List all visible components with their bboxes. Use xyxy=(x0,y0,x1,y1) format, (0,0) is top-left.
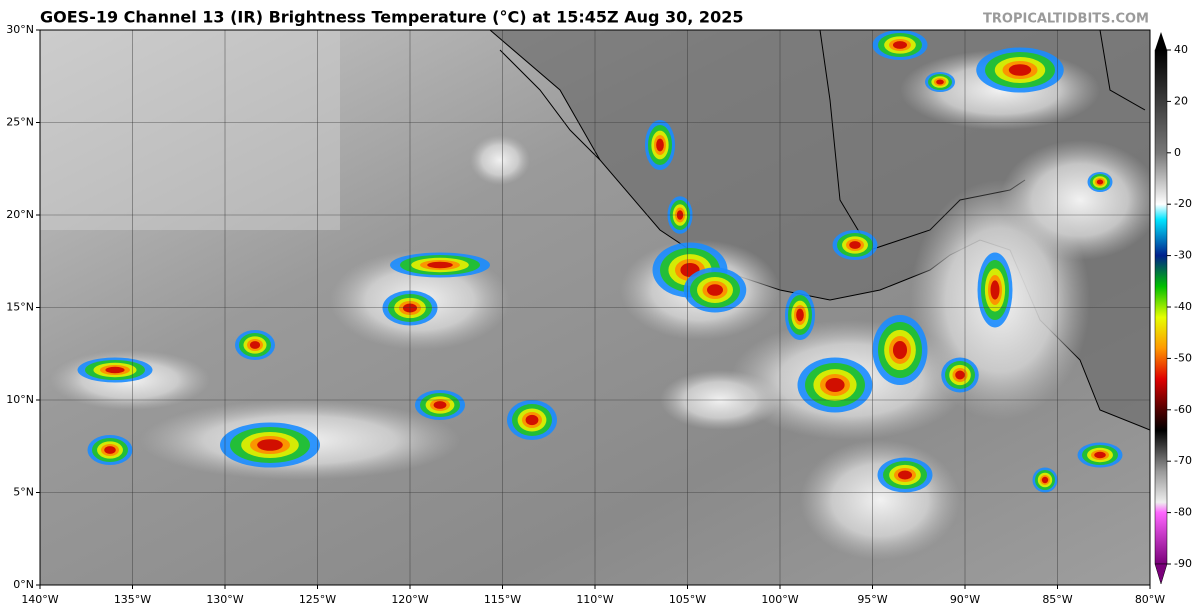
lon-tick-label: 95°W xyxy=(857,593,887,606)
storm-cell xyxy=(955,370,965,380)
colorbar-tick-label: -80 xyxy=(1174,506,1192,519)
storm-cell xyxy=(707,284,723,296)
storm-cell xyxy=(849,241,861,249)
colorbar-tick-label: -30 xyxy=(1174,249,1192,262)
lon-tick-label: 140°W xyxy=(21,593,58,606)
storm-cell xyxy=(249,341,261,349)
storm-cell xyxy=(1041,476,1049,484)
storm-cell xyxy=(892,41,908,49)
storm-cell xyxy=(257,439,283,451)
storm-cell xyxy=(433,401,447,409)
lon-tick-label: 105°W xyxy=(669,593,706,606)
credit: TROPICALTIDBITS.COM xyxy=(983,12,1149,27)
storm-cell xyxy=(892,341,908,359)
lat-tick-label: 5°N xyxy=(13,486,34,499)
lat-tick-label: 0°N xyxy=(13,578,34,591)
storm-cell xyxy=(1096,179,1104,185)
lat-tick-label: 15°N xyxy=(6,301,34,314)
lon-tick-label: 120°W xyxy=(391,593,428,606)
lat-tick-label: 10°N xyxy=(6,393,34,406)
storm-cell xyxy=(105,366,125,374)
lon-tick-label: 135°W xyxy=(114,593,151,606)
lon-tick-label: 110°W xyxy=(576,593,613,606)
colorbar-tick-label: -50 xyxy=(1174,351,1192,364)
map-frame xyxy=(39,29,1151,586)
storm-cell xyxy=(427,261,453,269)
storm-cell xyxy=(936,79,944,85)
storm-cell xyxy=(897,470,913,480)
lon-tick-label: 100°W xyxy=(761,593,798,606)
storm-cell xyxy=(796,308,804,322)
colorbar-tick-label: -90 xyxy=(1174,557,1192,570)
cloud xyxy=(470,135,530,185)
colorbar-tick-label: 20 xyxy=(1174,94,1188,107)
lon-tick-label: 115°W xyxy=(484,593,521,606)
lat-tick-label: 25°N xyxy=(6,116,34,129)
colorbar-tick-label: -40 xyxy=(1174,300,1192,313)
colorbar xyxy=(1154,49,1168,565)
colorbar-arrow xyxy=(1155,32,1167,50)
colorbar-arrow xyxy=(1154,563,1168,585)
lat-tick-label: 20°N xyxy=(6,208,34,221)
lon-tick-label: 90°W xyxy=(950,593,980,606)
storm-cell xyxy=(825,377,845,393)
colorbar-tick-label: 0 xyxy=(1174,146,1181,159)
storm-cell xyxy=(1094,451,1106,459)
lon-tick-label: 130°W xyxy=(206,593,243,606)
storm-cell xyxy=(1008,64,1032,76)
cloud xyxy=(1000,140,1150,260)
storm-cell xyxy=(990,280,1000,300)
lon-tick-label: 85°W xyxy=(1042,593,1072,606)
colorbar-tick-label: -60 xyxy=(1174,403,1192,416)
lon-tick-label: 125°W xyxy=(299,593,336,606)
lat-tick-label: 30°N xyxy=(6,23,34,36)
cloud xyxy=(800,440,960,560)
colorbar-tick-label: -70 xyxy=(1174,454,1192,467)
cloud-field xyxy=(40,30,340,230)
storm-cell xyxy=(656,138,664,152)
colorbar-tick-label: -20 xyxy=(1174,197,1192,210)
lon-tick-label: 80°W xyxy=(1135,593,1165,606)
colorbar-tick-label: 40 xyxy=(1174,43,1188,56)
title: GOES-19 Channel 13 (IR) Brightness Tempe… xyxy=(40,8,743,27)
storm-cell xyxy=(525,414,539,426)
storm-cell xyxy=(104,446,116,454)
